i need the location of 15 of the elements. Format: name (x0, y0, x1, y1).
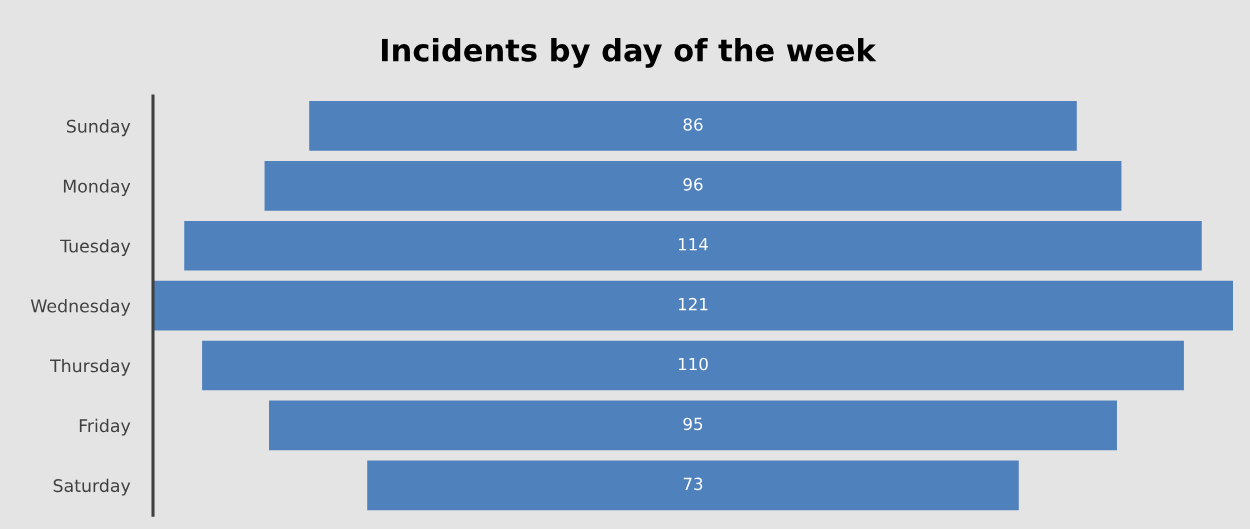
category-label: Sunday (66, 119, 131, 137)
category-label: Saturday (53, 478, 131, 496)
category-label: Wednesday (30, 299, 131, 316)
category-label: Monday (63, 179, 131, 197)
category-label: Tuesday (60, 239, 131, 256)
data-label: 73 (683, 477, 703, 491)
category-label: Thursday (50, 358, 131, 376)
data-label: 110 (678, 357, 708, 371)
data-label: 96 (683, 178, 703, 191)
data-label: 86 (683, 118, 703, 131)
category-label: Friday (79, 418, 131, 436)
data-label: 114 (678, 238, 708, 251)
text: Incidents by day of the week (381, 37, 877, 68)
data-label: 95 (683, 417, 703, 431)
data-label: 121 (678, 297, 708, 311)
